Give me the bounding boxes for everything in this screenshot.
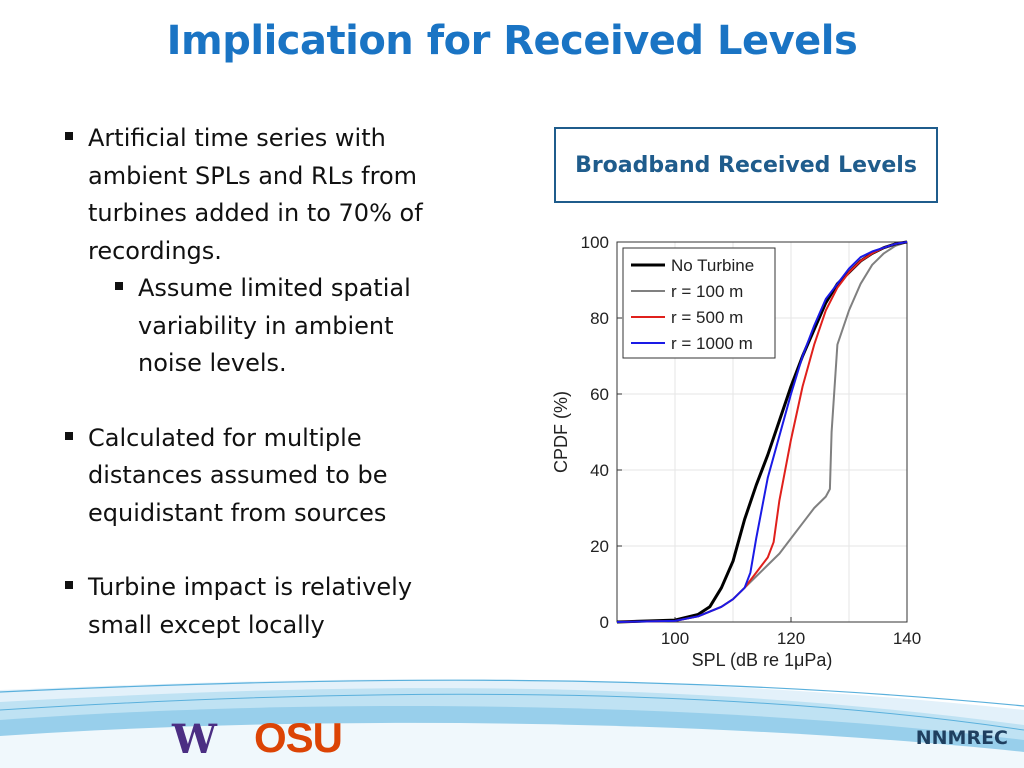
bullet-line: distances assumed to be <box>88 461 388 489</box>
bullet-line: variability in ambient <box>138 311 394 340</box>
legend-label: No Turbine <box>671 256 754 275</box>
y-tick-label: 80 <box>590 309 609 328</box>
cpdf-chart: 0 20 40 60 80 100 100 120 140 SPL (dB re 1μPa) CPD… <box>547 222 931 672</box>
x-tick-label: 120 <box>777 629 805 648</box>
bullet-line: turbines added in to 70% of <box>88 199 423 227</box>
x-axis-label: SPL (dB re 1μPa) <box>692 650 833 670</box>
footer-wave-graphic <box>0 679 1024 768</box>
uw-logo: W <box>172 716 217 763</box>
chart-caption: Broadband Received Levels <box>575 152 917 178</box>
bullet-turbine-impact: Turbine impact is relatively small excep… <box>62 569 482 644</box>
footer-brand: NNMREC <box>915 727 1008 749</box>
bullet-distances: Calculated for multiple distances assume… <box>62 420 482 533</box>
y-tick-label: 60 <box>590 385 609 404</box>
bullet-line: Turbine impact is relatively <box>88 573 413 601</box>
legend-label: r = 100 m <box>671 282 743 301</box>
bullet-line: recordings. <box>88 236 222 265</box>
plot-frame <box>616 241 908 623</box>
bullet-line: noise levels. <box>138 349 287 377</box>
osu-logo: OSU <box>254 714 343 761</box>
y-tick-label: 0 <box>600 613 609 632</box>
x-tick-label: 100 <box>661 629 689 648</box>
bullet-line: Assume limited spatial <box>138 274 411 302</box>
slide-title: Implication for Received Levels <box>166 18 858 64</box>
legend-label: r = 1000 m <box>671 334 753 353</box>
legend-label: r = 500 m <box>671 308 743 327</box>
subbullet-spatial-variability: Assume limited spatial variability in am… <box>62 270 482 383</box>
series-line <box>616 241 908 623</box>
bullet-line: small except locally <box>88 610 325 639</box>
bullet-line: Artificial time series with <box>88 124 386 152</box>
bullet-time-series: Artificial time series with ambient SPLs… <box>62 120 482 270</box>
bullet-list: Artificial time series with ambient SPLs… <box>62 120 482 644</box>
bullet-line: Calculated for multiple <box>88 423 362 452</box>
y-tick-label: 100 <box>581 233 609 252</box>
x-tick-label: 140 <box>893 629 921 648</box>
y-axis-label: CPDF (%) <box>551 391 571 473</box>
y-tick-label: 20 <box>590 537 609 556</box>
y-tick-label: 40 <box>590 461 609 480</box>
bullet-line: equidistant from sources <box>88 498 387 527</box>
bullet-line: ambient SPLs and RLs from <box>88 161 418 190</box>
chart-caption-box: Broadband Received Levels <box>554 127 938 203</box>
